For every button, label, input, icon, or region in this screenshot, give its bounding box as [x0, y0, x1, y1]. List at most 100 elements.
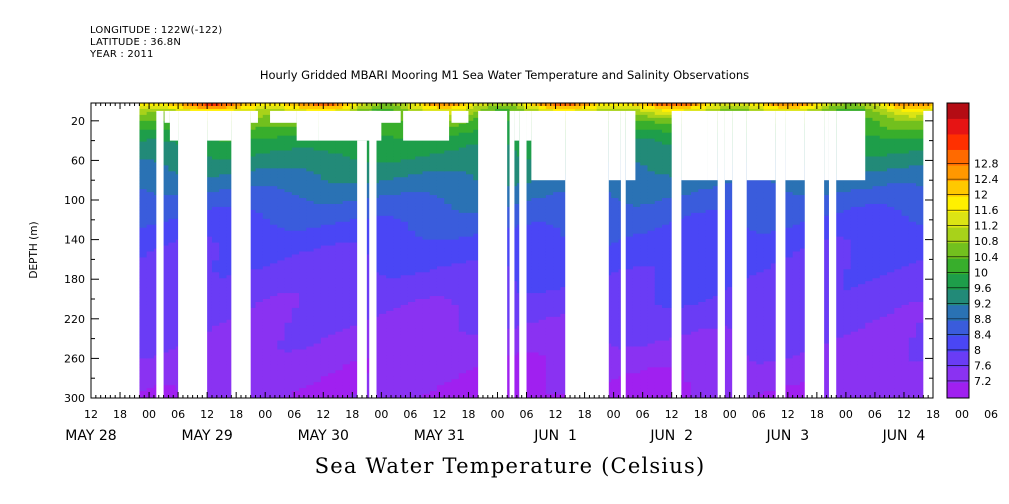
heatmap-cell	[211, 313, 220, 318]
heatmap-cell	[306, 299, 315, 303]
heatmap-cell	[204, 236, 213, 241]
heatmap-cell	[270, 284, 278, 288]
heatmap-cell	[241, 105, 249, 110]
heatmap-cell	[415, 340, 424, 345]
heatmap-cell	[415, 233, 424, 238]
heatmap-cell	[386, 266, 395, 270]
heatmap-cell	[226, 331, 235, 336]
heatmap-cell	[211, 254, 220, 259]
heatmap-cell	[270, 385, 278, 389]
heatmap-cell	[139, 346, 148, 351]
heatmap-cell	[415, 284, 424, 288]
heatmap-cell	[161, 123, 170, 128]
heatmap-cell	[444, 227, 453, 232]
heatmap-cell	[415, 144, 424, 149]
heatmap-cell	[328, 177, 336, 181]
heatmap-cell	[204, 361, 213, 365]
heatmap-cell	[313, 242, 322, 247]
heatmap-cell	[255, 260, 264, 264]
heatmap-cell	[328, 147, 336, 152]
heatmap-cell	[262, 278, 271, 282]
heatmap-cell	[415, 251, 424, 256]
heatmap-cell	[146, 275, 155, 279]
heatmap-cell	[161, 319, 170, 324]
heatmap-cell	[299, 304, 307, 309]
heatmap-cell	[364, 230, 373, 235]
heatmap-cell	[415, 394, 424, 398]
heatmap-cell	[364, 263, 373, 267]
heatmap-cell	[429, 385, 438, 389]
heatmap-cell	[400, 328, 409, 333]
heatmap-cell	[436, 388, 445, 392]
heatmap-cell	[466, 328, 474, 333]
heatmap-cell	[146, 144, 155, 149]
heatmap-cell	[262, 114, 271, 119]
heatmap-cell	[139, 138, 148, 143]
heatmap-cell	[139, 189, 148, 193]
heatmap-cell	[284, 376, 293, 380]
heatmap-cell	[393, 156, 402, 161]
heatmap-cell	[393, 132, 402, 137]
heatmap-cell	[284, 215, 293, 220]
heatmap-cell	[161, 138, 170, 143]
heatmap-cell	[161, 201, 170, 205]
heatmap-cell	[320, 159, 329, 163]
heatmap-cell	[270, 224, 278, 229]
heatmap-cell	[320, 108, 329, 113]
heatmap-cell	[139, 367, 148, 371]
heatmap-cell	[328, 331, 336, 336]
heatmap-cell	[270, 174, 278, 178]
heatmap-cell	[161, 132, 170, 137]
heatmap-cell	[415, 346, 424, 351]
heatmap-cell	[270, 189, 278, 193]
heatmap-cell	[451, 239, 460, 244]
heatmap-cell	[364, 183, 373, 187]
heatmap-cell	[211, 230, 220, 235]
heatmap-cell	[458, 364, 467, 368]
heatmap-cell	[466, 367, 474, 371]
heatmap-cell	[161, 364, 170, 368]
heatmap-cell	[407, 287, 416, 291]
heatmap-cell	[386, 153, 395, 158]
heatmap-cell	[436, 304, 445, 309]
heatmap-cell	[480, 108, 489, 113]
heatmap-cell	[248, 209, 257, 214]
heatmap-cell	[328, 260, 336, 264]
heatmap-cell	[262, 355, 271, 359]
heatmap-cell	[284, 293, 293, 297]
heatmap-cell	[473, 328, 482, 333]
heatmap-cell	[219, 272, 228, 276]
heatmap-cell	[291, 248, 300, 253]
heatmap-cell	[473, 230, 482, 235]
heatmap-cell	[451, 254, 460, 259]
heatmap-cell	[458, 325, 467, 330]
heatmap-cell	[386, 126, 395, 131]
heatmap-cell	[211, 168, 220, 172]
heatmap-cell	[204, 103, 213, 107]
heatmap-cell	[146, 343, 155, 348]
heatmap-cell	[422, 141, 431, 146]
heatmap-cell	[378, 233, 387, 238]
heatmap-cell	[422, 236, 431, 241]
heatmap-cell	[407, 343, 416, 348]
heatmap-cell	[349, 272, 358, 276]
heatmap-cell	[386, 343, 395, 348]
heatmap-cell	[146, 215, 155, 220]
heatmap-cell	[378, 206, 387, 211]
heatmap-cell	[270, 349, 278, 354]
heatmap-cell	[219, 230, 228, 235]
heatmap-cell	[146, 236, 155, 241]
heatmap-cell	[306, 367, 315, 371]
heatmap-cell	[182, 103, 191, 107]
heatmap-cell	[139, 263, 148, 267]
heatmap-cell	[168, 230, 177, 235]
heatmap-cell	[306, 248, 315, 253]
heatmap-cell	[284, 352, 293, 357]
heatmap-cell	[407, 189, 416, 193]
heatmap-cell	[299, 159, 307, 163]
heatmap-cell	[248, 334, 257, 339]
heatmap-cell	[400, 224, 409, 229]
heatmap-cell	[139, 171, 148, 175]
heatmap-cell	[284, 189, 293, 193]
heatmap-cell	[161, 221, 170, 226]
